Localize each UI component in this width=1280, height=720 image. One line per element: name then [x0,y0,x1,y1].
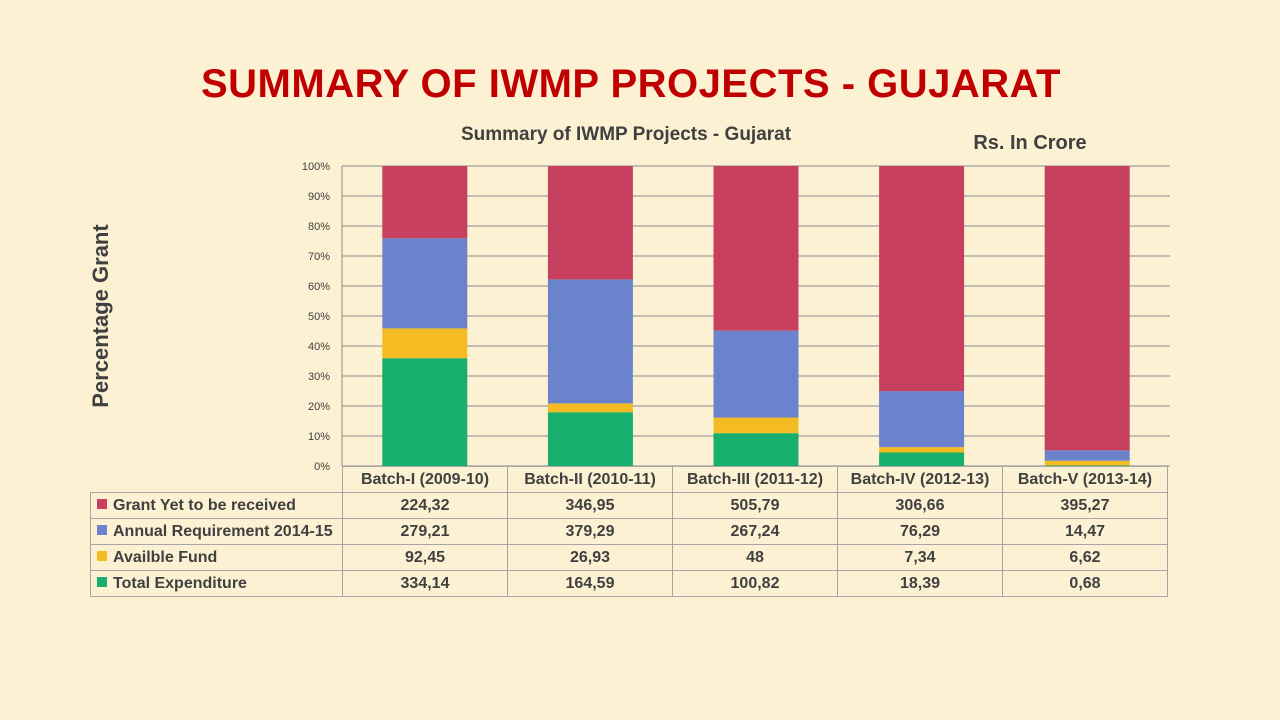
category-label: Batch-I (2009-10) [342,466,508,493]
data-label: 267,24 [672,518,838,545]
slide-title: SUMMARY OF IWMP PROJECTS - GUJARAT [200,62,1061,106]
data-label: 334,14 [342,570,508,597]
legend-entry: Availble Fund [90,544,343,571]
bar-segment [382,238,468,329]
bar-segment [879,447,965,453]
bar-segment [1044,166,1130,451]
legend-swatch [97,498,107,509]
y-tick-label: 0% [314,461,330,473]
series-name: Availble Fund [113,548,218,566]
bar-segment [879,166,965,392]
bar-segment [1044,450,1130,461]
series-name: Total Expenditure [113,574,247,592]
data-label: 14,47 [1002,518,1168,545]
y-tick-label: 100% [302,161,330,173]
data-label: 6,62 [1002,544,1168,571]
table-header-row: Batch-I (2009-10) Batch-II (2010-11) Batch… [91,466,1168,493]
y-tick-label: 10% [308,431,330,443]
legend-entry: Annual Requirement 2014-15 [90,518,343,545]
legend-swatch [97,524,107,535]
legend-entry: Grant Yet to be received [90,492,343,519]
bar-segment [713,166,799,331]
data-label: 164,59 [507,570,673,597]
legend-entry: Total Expenditure [90,570,343,597]
data-label: 346,95 [507,492,673,519]
data-label: 7,34 [837,544,1003,571]
y-tick-label: 40% [308,341,330,353]
y-tick-label: 50% [308,311,330,323]
y-tick-label: 80% [308,221,330,233]
y-tick-label: 60% [308,281,330,293]
table-row: Availble Fund 92,45 26,93 48 7,34 6,62 [90,544,1168,571]
series-name: Grant Yet to be received [113,496,296,514]
data-label: 26,93 [507,544,673,571]
bar-segment [1044,460,1130,466]
bar-segment [382,358,468,466]
data-table: Batch-I (2009-10) Batch-II (2010-11) Batch… [90,466,1168,597]
category-label: Batch-III (2011-12) [672,466,838,493]
data-label: 76,29 [837,518,1003,545]
table-row: Total Expenditure 334,14 164,59 100,82 18,39… [90,570,1168,597]
data-label: 92,45 [342,544,508,571]
bar-segment [547,412,633,466]
category-label: Batch-V (2013-14) [1002,466,1168,493]
table-row: Grant Yet to be received 224,32 346,95 505,… [90,492,1168,519]
bar-segment [547,279,633,404]
data-label: 0,68 [1002,570,1168,597]
data-label: 18,39 [837,570,1003,597]
bar-segment [547,166,633,280]
unit-label: Rs. In Crore [973,132,1087,154]
table-row: Annual Requirement 2014-15 279,21 379,29 26… [90,518,1168,545]
data-label: 395,27 [1002,492,1168,519]
chart-title: Summary of IWMP Projects - Gujarat [460,124,792,145]
series-name: Annual Requirement 2014-15 [113,522,333,540]
data-label: 379,29 [507,518,673,545]
y-tick-label: 70% [308,251,330,263]
bar-segment [713,433,799,466]
category-label: Batch-II (2010-11) [507,466,673,493]
bar-segment [547,403,633,413]
bar-segment [879,452,965,466]
y-tick-label: 20% [308,401,330,413]
legend-swatch [97,550,107,561]
table-corner [91,467,343,493]
data-label: 279,21 [342,518,508,545]
bar-segment [713,417,799,434]
legend-swatch [97,576,107,587]
bar-segment [879,391,965,448]
y-tick-label: 90% [308,191,330,203]
data-label: 306,66 [837,492,1003,519]
data-label: 505,79 [672,492,838,519]
bar-segment [382,328,468,359]
data-label: 48 [672,544,838,571]
bar-segment [713,330,799,418]
data-label: 224,32 [342,492,508,519]
y-tick-label: 30% [308,371,330,383]
bar-segment [382,166,468,239]
category-label: Batch-IV (2012-13) [837,466,1003,493]
data-label: 100,82 [672,570,838,597]
